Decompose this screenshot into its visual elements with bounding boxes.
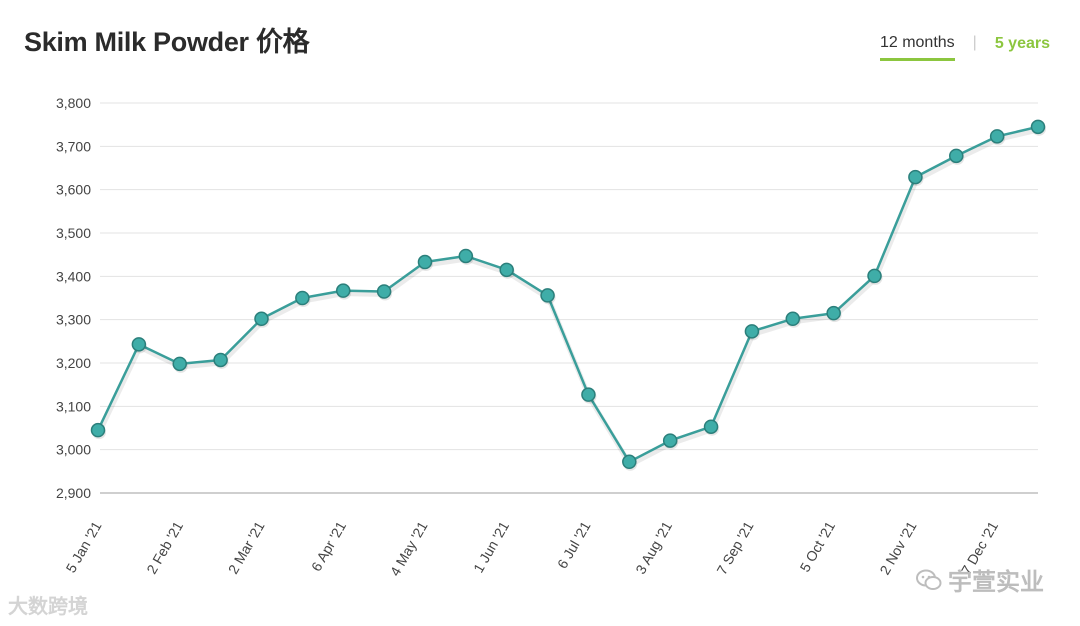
y-tick-label: 3,800 <box>56 95 91 111</box>
x-tick-label: 5 Oct '21 <box>796 518 838 574</box>
data-point <box>335 283 351 298</box>
data-point <box>417 254 433 270</box>
y-tick-label: 3,700 <box>56 138 91 154</box>
x-tick-label: 3 Aug '21 <box>632 518 675 576</box>
y-tick-label: 2,900 <box>56 485 91 501</box>
y-axis-ticks: 2,900 3,000 3,100 3,200 3,300 3,400 3,500 3,600… <box>56 95 91 501</box>
x-tick-label: 1 Jun '21 <box>470 518 512 575</box>
data-point <box>949 148 964 164</box>
tab-separator: | <box>972 33 977 51</box>
data-point <box>785 311 801 327</box>
y-tick-label: 3,500 <box>56 225 91 241</box>
page-title: Skim Milk Powder 价格 <box>24 27 310 57</box>
data-point <box>581 387 596 402</box>
data-point <box>989 129 1005 144</box>
watermark-right: 宇萱实业 <box>916 562 1044 597</box>
data-point <box>213 352 228 368</box>
data-point <box>622 454 637 470</box>
grid-lines <box>100 102 1038 494</box>
x-tick-label: 2 Feb '21 <box>143 518 186 576</box>
y-tick-label: 3,100 <box>56 398 91 414</box>
data-point <box>703 419 719 434</box>
watermark-left: 大数跨境 <box>8 596 88 618</box>
data-point <box>376 284 392 299</box>
y-tick-label: 3,000 <box>56 442 91 458</box>
x-tick-label: 2 Mar '21 <box>225 518 268 576</box>
data-point <box>254 311 269 327</box>
x-tick-label: 6 Apr '21 <box>308 518 349 574</box>
data-point <box>90 422 106 438</box>
y-tick-label: 3,300 <box>56 312 91 328</box>
wechat-icon <box>916 569 942 591</box>
data-point <box>744 324 760 339</box>
y-tick-label: 3,600 <box>56 182 91 198</box>
data-point <box>826 305 841 321</box>
x-axis-ticks: 5 Jan '21 2 Feb '21 2 Mar '21 6 Apr '21 4 Ma… <box>63 518 1002 578</box>
y-tick-label: 3,200 <box>56 355 91 371</box>
data-point <box>172 356 187 372</box>
series-layer <box>90 119 1046 471</box>
x-tick-label: 6 Jul '21 <box>554 518 594 571</box>
y-tick-label: 3,400 <box>56 268 91 284</box>
x-tick-label: 4 May '21 <box>387 518 431 578</box>
data-point <box>295 290 310 306</box>
data-point <box>540 288 555 303</box>
data-point <box>908 169 923 185</box>
x-tick-label: 7 Sep '21 <box>713 518 756 577</box>
watermark-right-text: 宇萱实业 <box>948 569 1044 596</box>
series-line-shadow <box>96 127 1040 469</box>
data-point <box>1030 119 1046 135</box>
range-tabs: 12 months | 5 years <box>879 32 1050 61</box>
data-point <box>131 337 147 352</box>
data-point <box>458 248 474 264</box>
data-point <box>499 262 514 278</box>
series-line <box>96 125 1039 464</box>
data-point <box>867 268 882 284</box>
x-tick-label: 5 Jan '21 <box>63 518 105 575</box>
tab-12-months[interactable]: 12 months <box>879 32 955 61</box>
x-tick-label: 2 Nov '21 <box>876 518 919 577</box>
data-point <box>662 433 678 448</box>
tab-5-years[interactable]: 5 years <box>994 34 1050 52</box>
